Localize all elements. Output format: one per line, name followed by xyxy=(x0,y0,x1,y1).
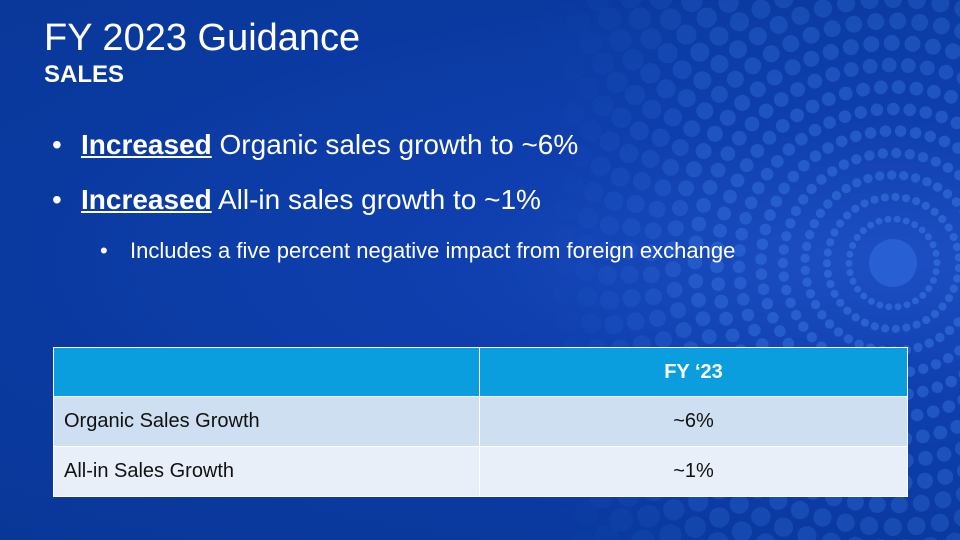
bullet-marker: • xyxy=(100,238,108,263)
table-header-cell: FY ‘23 xyxy=(479,347,908,397)
sub-bullet-text: Includes a five percent negative impact … xyxy=(130,238,736,263)
sub-bullet-item: • Includes a five percent negative impact… xyxy=(100,236,735,266)
table-row: All-in Sales Growth ~1% xyxy=(53,446,908,497)
bullet-item: • Increased Organic sales growth to ~6% xyxy=(52,127,578,163)
row-value: ~1% xyxy=(479,446,908,497)
slide-subtitle: SALES xyxy=(44,61,125,88)
slide-title: FY 2023 Guidance xyxy=(44,17,361,59)
bullet-marker: • xyxy=(52,129,62,160)
bullet-emphasis: Increased xyxy=(81,129,212,160)
table-header-cell xyxy=(53,347,480,397)
bullet-item: • Increased All-in sales growth to ~1% xyxy=(52,182,541,218)
row-value: ~6% xyxy=(479,396,908,447)
bullet-emphasis: Increased xyxy=(81,184,212,215)
bullet-text: Organic sales growth to ~6% xyxy=(211,129,579,160)
guidance-table: FY ‘23 Organic Sales Growth ~6% All-in S… xyxy=(53,347,908,497)
bullet-marker: • xyxy=(52,184,62,215)
row-label: Organic Sales Growth xyxy=(53,396,480,447)
table-row: Organic Sales Growth ~6% xyxy=(53,396,908,447)
table-header-row: FY ‘23 xyxy=(53,347,908,397)
bullet-text: All-in sales growth to ~1% xyxy=(211,184,541,215)
row-label: All-in Sales Growth xyxy=(53,446,480,497)
